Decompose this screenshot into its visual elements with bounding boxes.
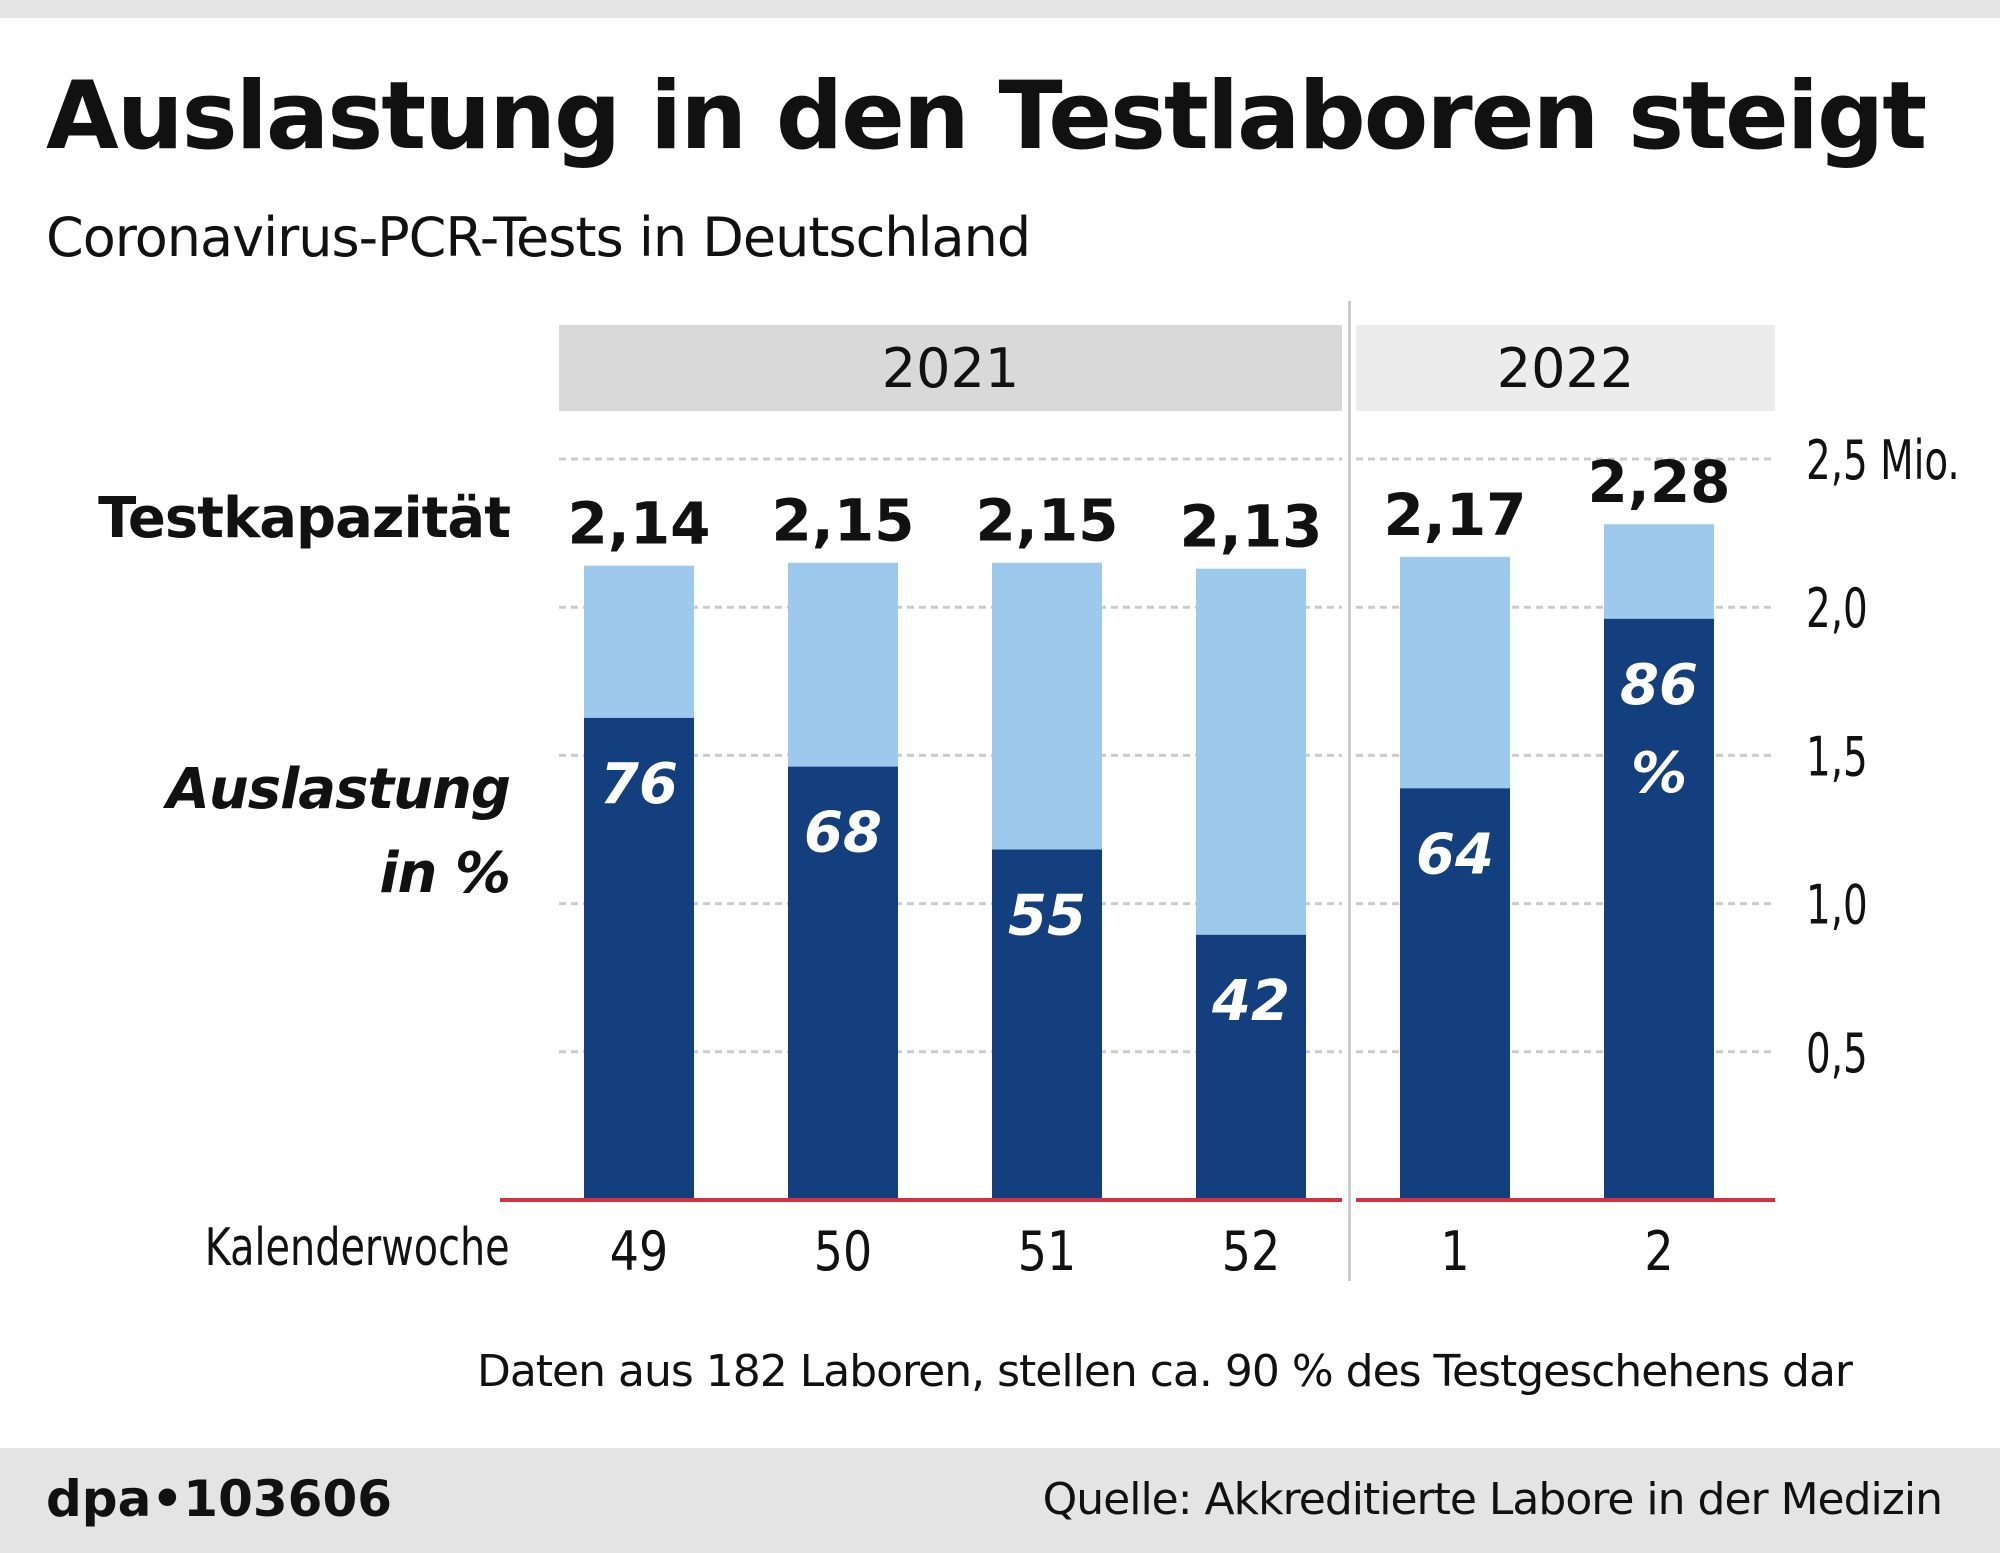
x-axis-label: Kalenderwoche [205,1218,510,1278]
capacity-label: Testkapazität [98,486,511,551]
utilization-value-label: 64 [1416,822,1494,887]
footnote: Daten aus 182 Laboren, stellen ca. 90 % … [476,1346,1853,1397]
utilization-bar [1400,788,1510,1200]
utilization-value-label: 42 [1211,969,1290,1034]
utilization-value-label: 55 [1008,884,1086,949]
utilization-bar [584,717,694,1200]
utilization-bar [1196,934,1306,1200]
x-tick-label: 52 [1222,1219,1280,1283]
x-tick-label: 2 [1644,1219,1673,1283]
utilization-label-text: Auslastung in % [166,757,511,906]
y-tick-label: 0,5 [1806,1022,1868,1085]
utilization-bar [788,766,898,1200]
capacity-value-label: 2,14 [567,490,710,558]
year-band-2022: 2022 [1356,325,1775,411]
y-tick-label: 1,5 [1806,726,1868,789]
capacity-value-label: 2,15 [975,487,1118,555]
utilization-bar [992,849,1102,1200]
bottom-band [0,1448,2000,1553]
year-band-2021: 2021 [559,325,1342,411]
utilization-value-label: 68 [804,801,882,866]
capacity-value-label: 2,15 [771,487,914,555]
utilization-value-label: 76 [600,752,678,817]
x-tick-label: 49 [610,1219,668,1283]
x-tick-label: 50 [814,1219,872,1283]
utilization-bar [1604,618,1714,1200]
capacity-value-label: 2,13 [1179,493,1322,561]
x-tick-label: 1 [1440,1219,1469,1283]
y-tick-label: 2,0 [1806,578,1868,641]
chart-subtitle: Coronavirus-PCR-Tests in Deutschland [46,206,1031,269]
utilization-value-label: 86 [1620,653,1698,718]
chart-title: Auslastung in den Testlaboren steigt [46,62,1927,171]
x-tick-label: 51 [1018,1219,1076,1283]
capacity-value-label: 2,28 [1587,448,1730,516]
utilization-value-label: % [1631,741,1687,806]
source-note: Quelle: Akkreditierte Labore in der Medi… [1042,1474,1943,1525]
agency-logo: dpa•103606 [46,1470,393,1528]
utilization-label: Auslastung in % [150,748,511,916]
year-divider [1348,301,1351,1281]
top-band [0,0,2000,18]
capacity-value-label: 2,17 [1383,481,1526,549]
y-tick-label: 2,5 Mio. [1806,429,1960,492]
y-tick-label: 1,0 [1806,874,1868,937]
